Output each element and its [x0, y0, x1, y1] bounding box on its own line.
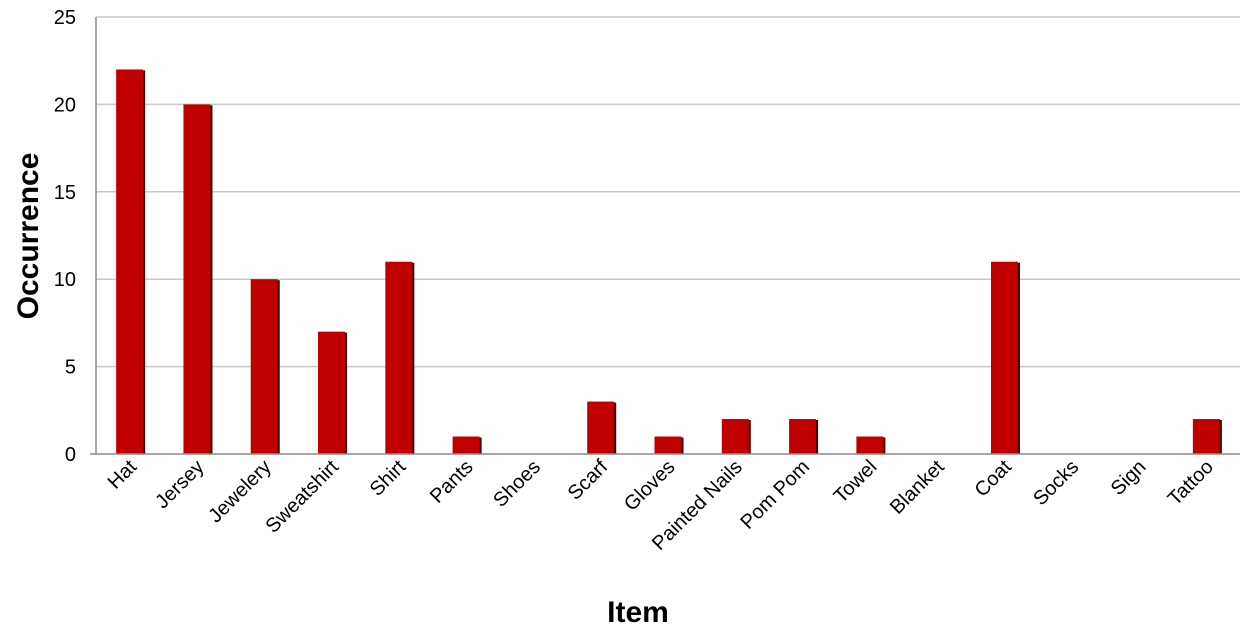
- x-tick-label: Gloves: [620, 456, 680, 516]
- bar: [721, 419, 749, 454]
- x-tick-label: Socks: [1029, 456, 1083, 510]
- bar: [587, 401, 615, 454]
- x-tick-label: Blanket: [886, 456, 949, 519]
- x-tick-label: Coat: [971, 456, 1017, 502]
- axes: [90, 17, 1240, 455]
- bar: [318, 331, 346, 454]
- gridlines: [96, 16, 1240, 368]
- bars: [116, 69, 1222, 455]
- bar: [452, 436, 480, 454]
- bar: [990, 261, 1018, 454]
- y-axis-title: Occurrence: [12, 153, 45, 320]
- y-tick-label: 15: [54, 182, 76, 204]
- y-tick-label: 5: [65, 357, 76, 379]
- y-tick-label: 10: [54, 269, 76, 291]
- x-tick-label: Pom Pom: [736, 456, 814, 534]
- bar: [654, 436, 682, 454]
- x-tick-label: Tattoo: [1164, 456, 1218, 510]
- x-tick-label: Towel: [830, 456, 882, 508]
- x-axis-title: Item: [607, 596, 669, 629]
- x-tick-label: Shirt: [366, 456, 411, 501]
- bar: [385, 261, 413, 454]
- bar: [1192, 419, 1220, 454]
- y-tick-label: 25: [54, 7, 76, 29]
- x-tick-label: Sweatshirt: [261, 456, 343, 538]
- y-tick-label: 20: [54, 94, 76, 116]
- bar: [250, 279, 278, 454]
- bar: [856, 436, 884, 454]
- x-tick-label: Scarf: [564, 456, 613, 505]
- x-tick-label: Sign: [1107, 456, 1151, 500]
- x-tick-label: Pants: [426, 456, 478, 508]
- x-tick-label: Shoes: [489, 456, 545, 512]
- bar: [116, 69, 144, 454]
- y-tick-label: 0: [65, 444, 76, 466]
- x-tick-label: Jersey: [151, 456, 208, 513]
- bar: [789, 419, 817, 454]
- x-tick-label: Jewelery: [204, 456, 275, 527]
- y-tick-labels: 0 5 10 15 20 25: [54, 7, 76, 466]
- x-tick-label: Hat: [104, 456, 142, 494]
- bar: [183, 104, 211, 455]
